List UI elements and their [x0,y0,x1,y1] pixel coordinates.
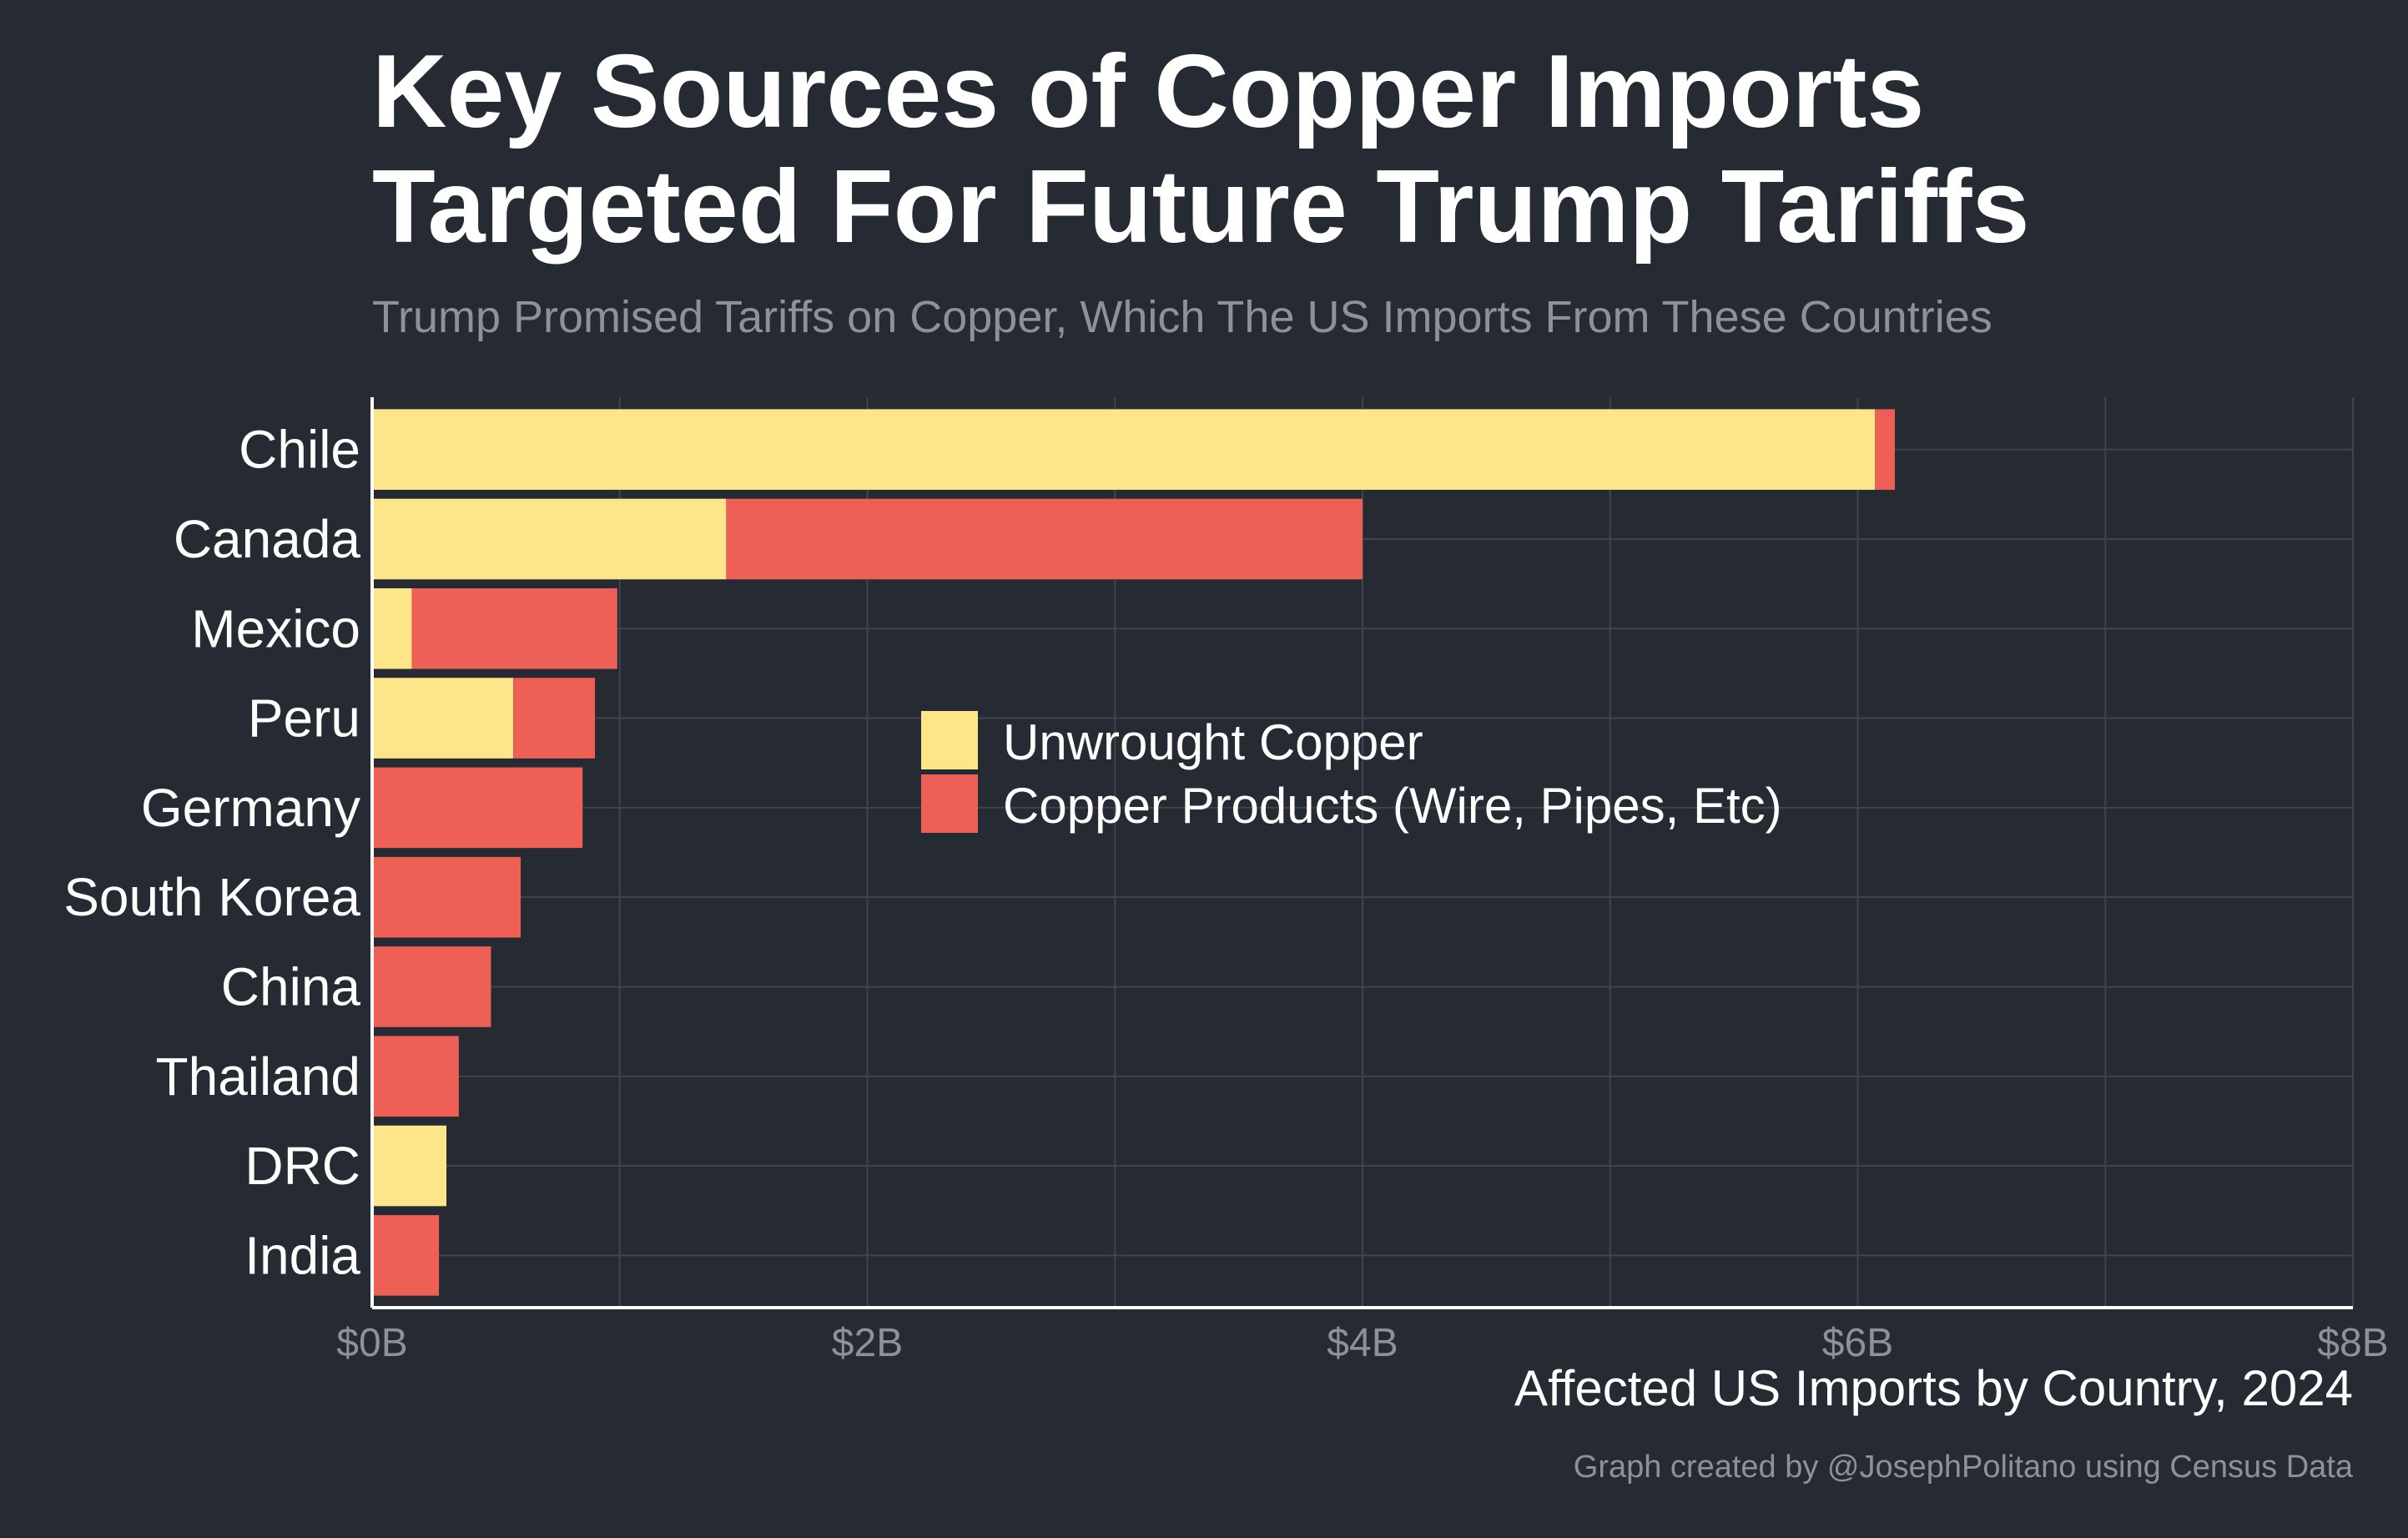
category-label: Thailand [156,1046,361,1107]
bar-canada-unwrought [372,498,727,580]
category-label: India [244,1225,360,1285]
bar-south-korea-products [372,856,521,938]
category-label: China [221,956,361,1016]
bar-india-products [372,1215,440,1296]
x-tick-label: $0B [336,1321,407,1365]
x-tick-label: $6B [1822,1321,1893,1365]
bar-chile-products [1875,409,1896,490]
x-tick-label: $8B [2317,1321,2388,1365]
bar-germany-products [372,767,583,849]
chart-subtitle: Trump Promised Tariffs on Copper, Which … [372,292,1992,342]
category-label: Chile [239,420,360,480]
x-tick-labels: $0B $2B $4B $6B $8B [336,1321,2388,1365]
bars [372,409,1896,1296]
bar-china-products [372,946,491,1027]
legend-swatch-products [921,774,978,833]
category-labels: Chile Canada Mexico Peru Germany South Korea C… [63,420,360,1286]
x-tick-label: $4B [1327,1321,1398,1365]
bar-drc-unwrought [372,1125,447,1207]
x-tick-label: $2B [832,1321,903,1365]
category-label: DRC [244,1136,360,1196]
axes [370,397,2353,1309]
legend: Unwrought Copper Copper Products (Wire, … [921,711,1782,834]
bar-thailand-products [372,1036,459,1117]
legend-label-products: Copper Products (Wire, Pipes, Etc) [1003,778,1782,834]
bar-peru-unwrought [372,678,514,759]
legend-swatch-unwrought [921,711,978,769]
chart-title-line-1: Key Sources of Copper Imports [372,34,1924,149]
category-label: Peru [248,688,360,749]
bar-mexico-unwrought [372,587,412,669]
chart-title-line-2: Targeted For Future Trump Tariffs [372,149,2029,265]
category-label: Mexico [191,598,360,658]
bar-mexico-products [411,587,617,669]
bar-canada-products [726,498,1363,580]
category-label: Canada [174,509,361,569]
bar-peru-products [513,678,596,759]
bar-chile-unwrought [372,409,1876,490]
chart-caption: Graph created by @JosephPolitano using C… [1574,1450,2354,1485]
legend-label-unwrought: Unwrought Copper [1003,714,1423,770]
category-label: South Korea [63,867,360,927]
x-axis-title: Affected US Imports by Country, 2024 [1514,1360,2353,1416]
category-label: Germany [141,778,360,838]
